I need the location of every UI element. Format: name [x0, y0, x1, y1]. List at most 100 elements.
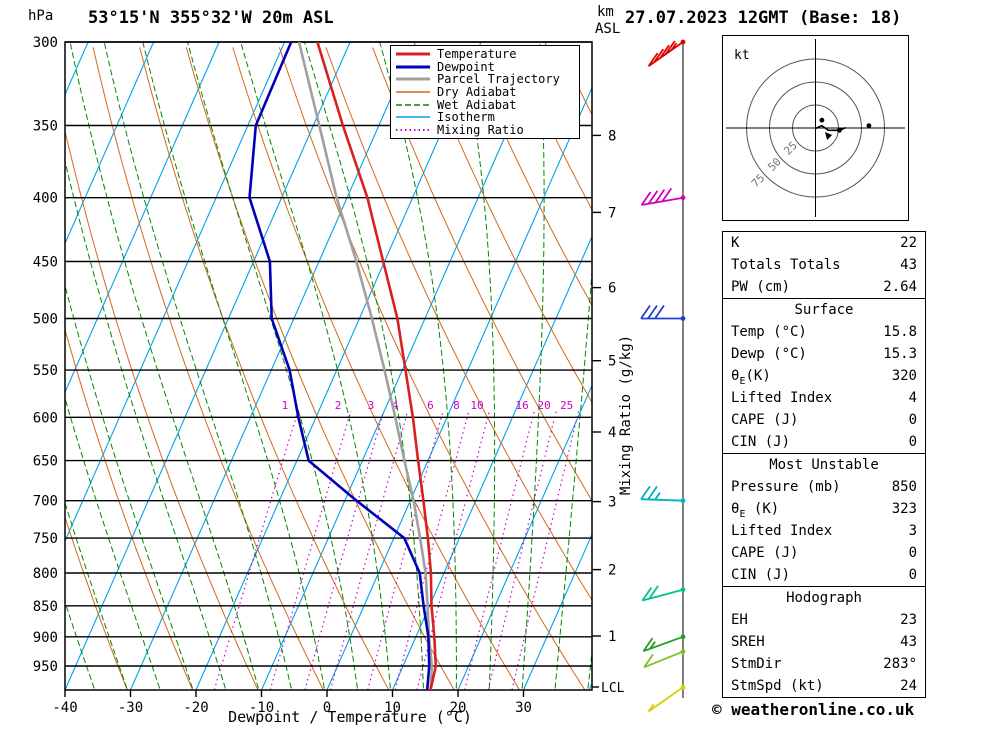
mixing-ratio-label: 2 — [335, 399, 342, 412]
isotherm-line — [522, 532, 592, 690]
pressure-tick-label: 850 — [33, 599, 58, 615]
isotherm-line — [195, 42, 482, 690]
mixing-ratio-line — [213, 410, 299, 690]
legend-line-sample — [396, 77, 430, 81]
stats-table: K 22 Totals Totals 43 PW (cm) 2.64 — [722, 231, 926, 299]
stats-value: 0 — [908, 545, 917, 561]
wet-adiabat-line — [304, 42, 424, 689]
wet-adiabat-line — [65, 396, 161, 689]
temp-tick-label: -30 — [118, 700, 143, 716]
mixing-ratio-label: 4 — [392, 399, 399, 412]
stats-label: StmSpd (kt) — [731, 678, 824, 694]
pressure-tick-label: 700 — [33, 494, 58, 510]
temp-tick-label: 30 — [515, 700, 532, 716]
stats-row: Lifted Index 3 — [723, 520, 925, 542]
stats-label: Lifted Index — [731, 390, 833, 406]
mixing-ratio-line — [487, 410, 557, 690]
stats-label: CAPE (J) — [731, 412, 799, 428]
dry-adiabat-line — [418, 47, 592, 404]
wet-adiabat-line — [142, 42, 325, 689]
plot-border — [64, 41, 593, 691]
stats-row: CIN (J) 0 — [723, 564, 925, 586]
wind-barb — [647, 684, 686, 713]
wet-adiabat-line — [65, 159, 226, 689]
isotherm-line — [129, 42, 417, 690]
parcel-trajectory-curve — [297, 42, 434, 690]
skewt-chart: 3003504004505005506006507007508008509009… — [0, 35, 686, 716]
legend-item: Wet Adiabat — [395, 97, 575, 112]
km-tick-label: 2 — [608, 563, 616, 579]
stats-label: StmDir — [731, 656, 782, 672]
storm-motion-arrow — [825, 131, 833, 140]
pressure-tick-label: 550 — [33, 363, 58, 379]
pressure-tick-label: 500 — [33, 312, 58, 328]
stats-value: 15.8 — [883, 324, 917, 340]
copyright: © weatheronline.co.uk — [712, 700, 915, 719]
km-tick-label: 8 — [608, 128, 616, 144]
wet-adiabat-line — [240, 42, 391, 689]
legend-item-label: Parcel Trajectory — [437, 72, 560, 87]
stats-value: 22 — [900, 235, 917, 251]
legend-line-sample — [396, 65, 430, 69]
stats-label: Lifted Index — [731, 523, 833, 539]
legend-item: Isotherm — [395, 110, 575, 124]
legend-line-sample — [396, 103, 430, 106]
stats-tables: K 22 Totals Totals 43 PW (cm) 2.64 Surface Temp… — [722, 231, 926, 698]
stats-table-header: Hodograph — [786, 590, 862, 606]
stats-table: Hodograph EH 23 SREH 43 StmDir 283° StmSpd (kt)… — [722, 586, 926, 698]
stats-row: Pressure (mb) 850 — [723, 476, 925, 498]
station-title: 53°15'N 355°32'W 20m ASL — [88, 8, 334, 28]
mixing-ratio-label: 8 — [453, 399, 460, 412]
stats-label: Totals Totals — [731, 257, 841, 273]
isotherm-line — [0, 42, 23, 690]
wind-barb — [641, 585, 686, 602]
dry-adiabat-line — [65, 129, 259, 690]
mixing-ratio-line — [329, 410, 409, 690]
wet-adiabat-line — [65, 283, 193, 689]
mixing-ratio-label: 16 — [515, 399, 528, 412]
lcl-label: LCL — [601, 681, 625, 696]
stats-label: PW (cm) — [731, 279, 791, 295]
isotherm-line — [65, 42, 155, 245]
mixing-ratio-line — [304, 410, 385, 690]
stats-row: StmDir 283° — [723, 653, 925, 675]
stats-value: 2.64 — [883, 279, 917, 295]
stats-table: Surface Temp (°C) 15.8 Dewp (°C) 15.3 θE(K) 32… — [722, 298, 926, 454]
legend-item-label: Mixing Ratio — [437, 122, 524, 137]
pressure-tick-label: 800 — [33, 566, 58, 582]
legend-line-sample — [396, 116, 430, 119]
mixing-ratio-line — [367, 410, 444, 690]
hodograph-point — [866, 123, 872, 129]
hodograph-point — [837, 127, 842, 133]
dewpoint-curve — [248, 42, 431, 690]
legend-item-label: Dewpoint — [437, 59, 495, 74]
stats-row: K 22 — [723, 232, 925, 254]
wind-barb — [642, 634, 686, 652]
legend-item-label: Wet Adiabat — [437, 97, 517, 112]
hodograph-point — [819, 117, 825, 123]
stats-label: CIN (J) — [731, 567, 791, 583]
stats-table-header: Most Unstable — [769, 457, 879, 473]
stats-row: SREH 43 — [723, 631, 925, 653]
stats-table-header: Surface — [794, 302, 854, 318]
stats-row: Totals Totals 43 — [723, 254, 925, 276]
isotherm-line — [326, 86, 592, 690]
wet-adiabat-line — [379, 42, 457, 689]
mixing-ratio-label: 20 — [537, 399, 550, 412]
legend-line-sample — [396, 52, 430, 56]
stats-label: CAPE (J) — [731, 545, 799, 561]
legend-line-sample — [396, 128, 430, 131]
km-tick-label: 6 — [608, 281, 616, 297]
legend-line-sample — [396, 91, 430, 93]
stats-label: Temp (°C) — [731, 324, 807, 340]
stats-value: 24 — [900, 678, 917, 694]
stats-row: Temp (°C) 15.8 — [723, 321, 925, 343]
stats-label: SREH — [731, 634, 765, 650]
legend-item: Dewpoint — [395, 59, 575, 74]
stats-row: StmSpd (kt) 24 — [723, 675, 925, 697]
isotherm-line — [391, 235, 592, 690]
legend-item: Temperature — [395, 47, 575, 61]
stats-value: 43 — [900, 257, 917, 273]
stats-value: 43 — [900, 634, 917, 650]
wet-adiabat-line — [521, 42, 545, 689]
